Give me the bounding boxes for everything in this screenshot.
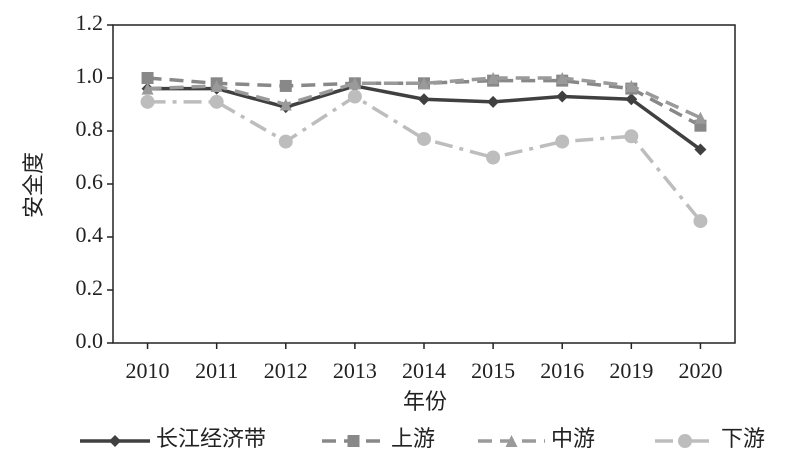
- legend-marker: [678, 434, 692, 448]
- marker: [693, 214, 708, 229]
- series-line: [147, 94, 702, 223]
- marker: [487, 72, 500, 84]
- marker: [278, 134, 293, 149]
- marker: [209, 94, 224, 109]
- series-line: [147, 76, 702, 120]
- marker: [556, 72, 569, 84]
- x-tick-label: 2012: [264, 358, 308, 383]
- x-tick-label: 2019: [609, 358, 653, 383]
- legend-label: 长江经济带: [156, 426, 266, 451]
- y-tick-label: 1.2: [76, 10, 104, 35]
- marker: [141, 72, 154, 84]
- plot-frame: [112, 24, 736, 344]
- x-tick-label: 2010: [126, 358, 170, 383]
- y-tick-label: 0.2: [76, 275, 104, 300]
- marker: [625, 93, 638, 106]
- marker: [347, 89, 362, 104]
- marker: [487, 95, 500, 108]
- x-tick-label: 2016: [540, 358, 584, 383]
- marker: [694, 143, 707, 156]
- legend-label: 下游: [721, 426, 765, 451]
- x-tick-label: 2020: [678, 358, 722, 383]
- y-tick-label: 1.0: [76, 63, 104, 88]
- marker: [279, 79, 292, 92]
- x-tick-label: 2014: [402, 358, 446, 383]
- legend-label: 上游: [391, 426, 435, 451]
- marker: [555, 134, 570, 149]
- marker: [624, 129, 639, 144]
- marker: [140, 94, 155, 109]
- legend-label: 中游: [551, 426, 595, 451]
- legend-marker: [505, 435, 518, 447]
- marker: [210, 79, 223, 92]
- y-tick-label: 0.0: [76, 328, 104, 353]
- x-axis-label: 年份: [403, 389, 447, 414]
- x-tick-label: 2013: [333, 358, 377, 383]
- marker: [486, 150, 501, 165]
- legend-marker: [347, 435, 360, 447]
- marker: [694, 111, 707, 124]
- y-tick-label: 0.4: [76, 222, 104, 247]
- x-tick-label: 2015: [471, 358, 515, 383]
- legend-marker: [109, 435, 121, 447]
- y-tick-label: 0.6: [76, 169, 104, 194]
- marker: [418, 77, 430, 90]
- marker: [417, 131, 431, 146]
- marker: [556, 90, 569, 103]
- marker: [625, 79, 638, 92]
- marker: [279, 98, 292, 111]
- marker: [418, 93, 430, 106]
- marker: [348, 77, 361, 90]
- y-axis-label: 安全度: [21, 152, 46, 218]
- marker: [141, 82, 154, 95]
- y-tick-label: 0.8: [76, 116, 104, 141]
- x-tick-label: 2011: [195, 358, 238, 383]
